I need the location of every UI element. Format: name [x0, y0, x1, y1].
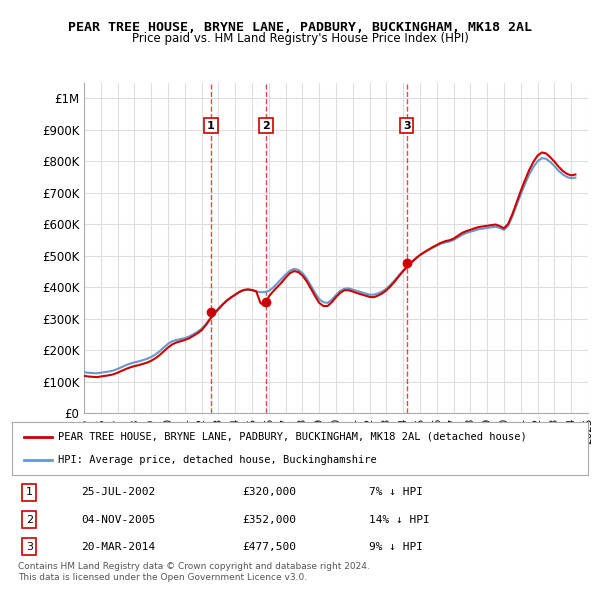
- Text: 7% ↓ HPI: 7% ↓ HPI: [369, 487, 423, 497]
- Text: 14% ↓ HPI: 14% ↓ HPI: [369, 514, 430, 525]
- Text: 04-NOV-2005: 04-NOV-2005: [81, 514, 155, 525]
- Text: 20-MAR-2014: 20-MAR-2014: [81, 542, 155, 552]
- Text: 1: 1: [26, 487, 33, 497]
- Text: 2: 2: [26, 514, 33, 525]
- Text: 9% ↓ HPI: 9% ↓ HPI: [369, 542, 423, 552]
- Text: 3: 3: [403, 120, 411, 130]
- Text: Contains HM Land Registry data © Crown copyright and database right 2024.: Contains HM Land Registry data © Crown c…: [18, 562, 370, 571]
- Text: Price paid vs. HM Land Registry's House Price Index (HPI): Price paid vs. HM Land Registry's House …: [131, 32, 469, 45]
- Text: This data is licensed under the Open Government Licence v3.0.: This data is licensed under the Open Gov…: [18, 573, 307, 582]
- Text: HPI: Average price, detached house, Buckinghamshire: HPI: Average price, detached house, Buck…: [58, 455, 377, 465]
- Text: PEAR TREE HOUSE, BRYNE LANE, PADBURY, BUCKINGHAM, MK18 2AL (detached house): PEAR TREE HOUSE, BRYNE LANE, PADBURY, BU…: [58, 432, 527, 442]
- Text: 25-JUL-2002: 25-JUL-2002: [81, 487, 155, 497]
- Text: 3: 3: [26, 542, 33, 552]
- Text: 1: 1: [207, 120, 215, 130]
- Text: £352,000: £352,000: [242, 514, 296, 525]
- Text: £477,500: £477,500: [242, 542, 296, 552]
- Text: 2: 2: [262, 120, 270, 130]
- Text: PEAR TREE HOUSE, BRYNE LANE, PADBURY, BUCKINGHAM, MK18 2AL: PEAR TREE HOUSE, BRYNE LANE, PADBURY, BU…: [68, 21, 532, 34]
- Text: £320,000: £320,000: [242, 487, 296, 497]
